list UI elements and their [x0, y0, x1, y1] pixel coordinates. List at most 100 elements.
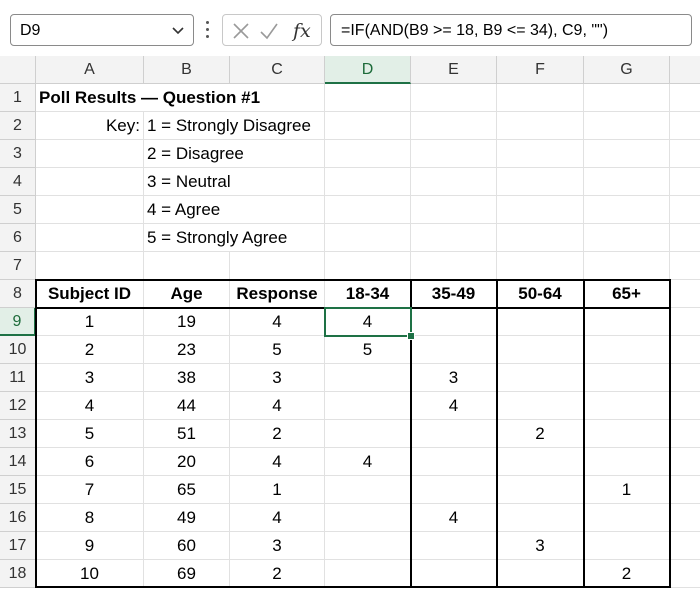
cell-35-49[interactable] [411, 560, 497, 588]
cell-a5[interactable] [36, 196, 144, 224]
row-header[interactable]: 16 [0, 504, 36, 532]
cell-age[interactable]: 60 [144, 532, 230, 560]
cell-35-49[interactable]: 3 [411, 364, 497, 392]
cell-50-64[interactable] [497, 476, 584, 504]
cell-response[interactable]: 3 [230, 364, 325, 392]
cell-response[interactable]: 4 [230, 308, 325, 336]
cell-subject-id[interactable]: 9 [36, 532, 144, 560]
cell-c6[interactable] [230, 224, 325, 252]
cell-d4[interactable] [325, 168, 411, 196]
cell-65-plus[interactable] [584, 420, 670, 448]
cell-f5[interactable] [497, 196, 584, 224]
cell-e3[interactable] [411, 140, 497, 168]
row-header[interactable]: 13 [0, 420, 36, 448]
cell-h[interactable] [670, 560, 700, 588]
row-header[interactable]: 1 [0, 84, 36, 112]
cell-e5[interactable] [411, 196, 497, 224]
cell-35-49[interactable] [411, 420, 497, 448]
cell-age[interactable]: 69 [144, 560, 230, 588]
cell-e6[interactable] [411, 224, 497, 252]
insert-function-icon[interactable]: fx [293, 20, 311, 42]
cell-h6[interactable] [670, 224, 700, 252]
row-header[interactable]: 7 [0, 252, 36, 280]
cell-e1[interactable] [411, 84, 497, 112]
cell-h8[interactable] [670, 280, 700, 308]
cell-d5[interactable] [325, 196, 411, 224]
row-header[interactable]: 5 [0, 196, 36, 224]
row-header[interactable]: 14 [0, 448, 36, 476]
cell-response[interactable]: 5 [230, 336, 325, 364]
cell-35-49[interactable]: 4 [411, 504, 497, 532]
cell-e4[interactable] [411, 168, 497, 196]
cell-d6[interactable] [325, 224, 411, 252]
row-header[interactable]: 12 [0, 392, 36, 420]
column-header-c[interactable]: C [230, 56, 325, 84]
cell-c4[interactable] [230, 168, 325, 196]
cell-h2[interactable] [670, 112, 700, 140]
table-header-18-34[interactable]: 18-34 [325, 280, 411, 308]
row-header[interactable]: 15 [0, 476, 36, 504]
formula-input[interactable]: =IF(AND(B9 >= 18, B9 <= 34), C9, "") [330, 14, 692, 46]
cell-65-plus[interactable]: 2 [584, 560, 670, 588]
row-header[interactable]: 17 [0, 532, 36, 560]
cell-h[interactable] [670, 476, 700, 504]
cell-f7[interactable] [497, 252, 584, 280]
x-icon[interactable] [231, 21, 251, 41]
cell-f4[interactable] [497, 168, 584, 196]
cell-18-34[interactable]: 4 [325, 308, 411, 336]
cell-50-64[interactable]: 3 [497, 532, 584, 560]
cell-age[interactable]: 49 [144, 504, 230, 532]
cell-a3[interactable] [36, 140, 144, 168]
table-header-age[interactable]: Age [144, 280, 230, 308]
cell-age[interactable]: 23 [144, 336, 230, 364]
key-item[interactable]: 1 = Strongly Disagree [144, 112, 311, 140]
cell-h[interactable] [670, 392, 700, 420]
cell-d1[interactable] [325, 84, 411, 112]
row-header[interactable]: 10 [0, 336, 36, 364]
cell-age[interactable]: 20 [144, 448, 230, 476]
key-item[interactable]: 5 = Strongly Agree [144, 224, 287, 252]
cell-response[interactable]: 4 [230, 504, 325, 532]
sheet-title[interactable]: Poll Results — Question #1 [36, 84, 260, 112]
cell-g1[interactable] [584, 84, 670, 112]
key-item[interactable]: 3 = Neutral [144, 168, 231, 196]
cell-h7[interactable] [670, 252, 700, 280]
cell-age[interactable]: 38 [144, 364, 230, 392]
cell-a4[interactable] [36, 168, 144, 196]
cell-h[interactable] [670, 504, 700, 532]
row-header[interactable]: 4 [0, 168, 36, 196]
column-header-d[interactable]: D [325, 56, 411, 84]
cell-b7[interactable] [144, 252, 230, 280]
cell-g3[interactable] [584, 140, 670, 168]
cell-e7[interactable] [411, 252, 497, 280]
cell-subject-id[interactable]: 7 [36, 476, 144, 504]
cell-65-plus[interactable] [584, 392, 670, 420]
cell-subject-id[interactable]: 10 [36, 560, 144, 588]
column-header-e[interactable]: E [411, 56, 497, 84]
cell-e2[interactable] [411, 112, 497, 140]
column-header-f[interactable]: F [497, 56, 584, 84]
cell-c5[interactable] [230, 196, 325, 224]
cell-h4[interactable] [670, 168, 700, 196]
cell-d3[interactable] [325, 140, 411, 168]
cell-age[interactable]: 51 [144, 420, 230, 448]
row-header[interactable]: 3 [0, 140, 36, 168]
cell-response[interactable]: 2 [230, 420, 325, 448]
cell-h5[interactable] [670, 196, 700, 224]
cell-c2[interactable] [230, 112, 325, 140]
key-item[interactable]: 4 = Agree [144, 196, 230, 224]
cell-h[interactable] [670, 308, 700, 336]
column-header-g[interactable]: G [584, 56, 670, 84]
cell-h[interactable] [670, 420, 700, 448]
cell-35-49[interactable]: 4 [411, 392, 497, 420]
cell-a6[interactable] [36, 224, 144, 252]
cell-h[interactable] [670, 364, 700, 392]
cell-g2[interactable] [584, 112, 670, 140]
table-header-50-64[interactable]: 50-64 [497, 280, 584, 308]
cell-18-34[interactable] [325, 364, 411, 392]
cell-18-34[interactable]: 5 [325, 336, 411, 364]
cell-c3[interactable] [230, 140, 325, 168]
column-header-a[interactable]: A [36, 56, 144, 84]
cell-35-49[interactable] [411, 308, 497, 336]
key-label[interactable]: Key: [36, 112, 144, 140]
